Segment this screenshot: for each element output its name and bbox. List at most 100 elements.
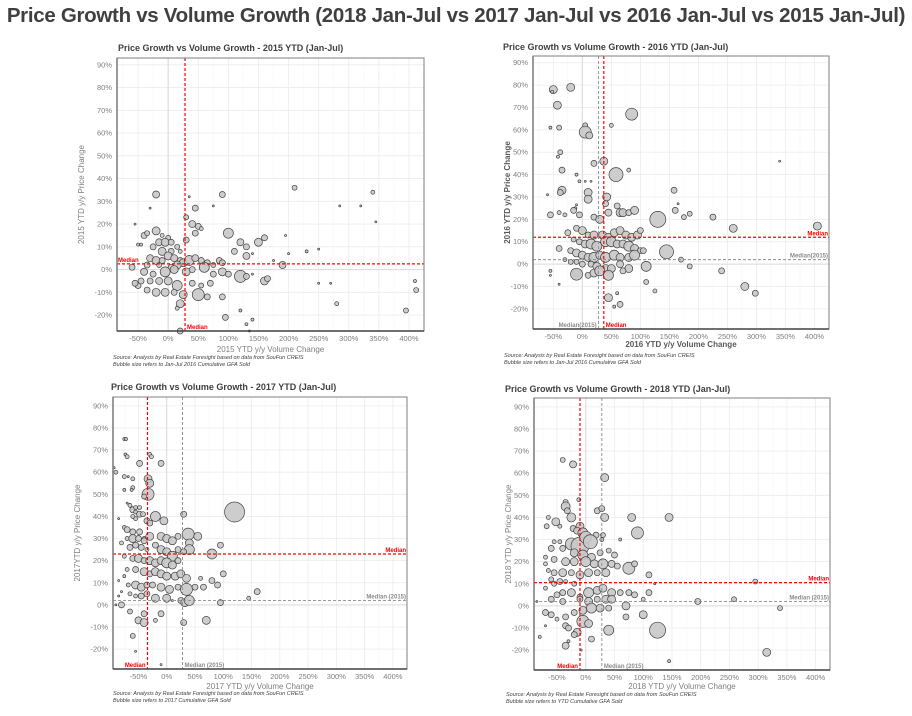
bubble-point [605, 604, 613, 612]
bubble-point [671, 207, 679, 214]
bubble-point [143, 286, 151, 294]
bubble-point [681, 214, 687, 220]
bubble-point [558, 568, 568, 578]
x-tick-label: 150% [662, 673, 682, 682]
bubble-point [612, 304, 617, 309]
bubble-point [120, 590, 123, 593]
bubble-point [640, 596, 646, 602]
x-tick-label: 400% [383, 672, 403, 681]
bubble-point [168, 560, 177, 570]
bubble-point [171, 280, 183, 291]
bubble-point [133, 593, 138, 599]
median-label: Median [385, 548, 406, 554]
bubble-point [193, 531, 203, 541]
y-tick-label: 50% [93, 490, 108, 499]
bubble-point [191, 229, 199, 237]
bubble-point [191, 204, 199, 212]
x-tick-label: 100% [214, 672, 234, 681]
bubble-point [751, 289, 759, 297]
bubble-point [126, 544, 134, 551]
bubble-point [550, 89, 555, 94]
bubble-point [168, 536, 177, 546]
bubble-point [134, 649, 137, 653]
bubble-point [604, 293, 613, 303]
x-tick-label: 200% [689, 332, 709, 341]
bubble-point [607, 594, 616, 604]
y-tick-label: 50% [513, 148, 528, 157]
bubble-point [553, 591, 561, 599]
bubble-point [537, 634, 542, 639]
bubble-point [359, 204, 363, 208]
bubble-point [686, 263, 693, 270]
bubble-point [548, 268, 553, 273]
footnote-line: Bubble size refers to Jan-Jul 2016 Cumul… [113, 362, 251, 368]
bubble-point [291, 184, 298, 191]
y-tick-label: -20% [90, 645, 108, 654]
bubble-point [127, 591, 133, 597]
bubble-point [224, 501, 245, 523]
bubble-point [591, 240, 603, 252]
bubble-point [557, 523, 563, 529]
bubble-point [149, 243, 157, 251]
bubble-point [605, 547, 612, 554]
bubble-point [566, 639, 571, 644]
bubble-point [550, 556, 558, 563]
bubble-point [174, 532, 182, 540]
bubble-point [175, 299, 185, 309]
bubble-point [584, 568, 593, 578]
footnote-line: Source: Analysis by Real Estate Foresigh… [113, 355, 304, 361]
bubble-point [238, 308, 243, 313]
y-tick-label: 70% [97, 106, 112, 115]
bubble-point [546, 568, 551, 573]
bubble-point [562, 613, 569, 621]
y-tick-label: 10% [97, 242, 112, 251]
median-label: Median [187, 325, 208, 331]
bubble-point [604, 208, 613, 217]
median-2015-label: Median (2015) [604, 664, 644, 670]
bubble-point [586, 602, 597, 614]
median-2015-label: Median (2015) [185, 663, 225, 669]
bubble-point [243, 243, 250, 251]
bubble-point [728, 223, 738, 233]
bubble-point [144, 230, 150, 237]
bubble-point [131, 279, 139, 287]
bubble-point [329, 281, 333, 285]
bubble-point [543, 523, 550, 530]
bubble-point [149, 270, 157, 278]
bubble-point [561, 557, 570, 566]
bubble-point [370, 189, 376, 195]
y-tick-label: 60% [514, 469, 529, 478]
x-tick-label: 250% [720, 673, 740, 682]
x-tick-label: 0% [580, 673, 591, 682]
x-tick-label: 100% [631, 332, 651, 341]
bubble-point [556, 578, 564, 585]
bubble-point [214, 581, 221, 589]
bubble-point [155, 277, 163, 285]
median-2015-label: Median (2015) [366, 594, 406, 600]
bubble-point [208, 577, 216, 584]
bubble-point [225, 270, 232, 278]
bubble-point [649, 211, 667, 228]
x-axis-label: 2017 YTD y/y Volume Change [206, 682, 314, 691]
footnote-line: Bubble size refers to YTD Cumulative GFA… [506, 699, 623, 705]
bubble-point [338, 204, 342, 208]
bubble-point [198, 226, 204, 231]
bubble-point [174, 305, 180, 311]
bubble-point [709, 213, 717, 221]
bubble-point [198, 282, 205, 289]
bubble-point [593, 595, 601, 603]
bubble-point [568, 569, 575, 577]
bubble-point [124, 454, 130, 460]
chart-title: Price Growth vs Volume Growth - 2015 YTD… [118, 43, 343, 53]
x-tick-label: -50% [130, 672, 148, 681]
bubble-point [543, 561, 548, 567]
bubble-point [146, 519, 154, 527]
bubble-point [113, 469, 119, 475]
footnote-line: Source: Analysis by Real Estate Foresigh… [506, 692, 697, 698]
bubble-point [547, 211, 554, 219]
bubble-point [570, 267, 583, 281]
bubble-point [250, 317, 255, 322]
bubble-point [217, 541, 224, 549]
